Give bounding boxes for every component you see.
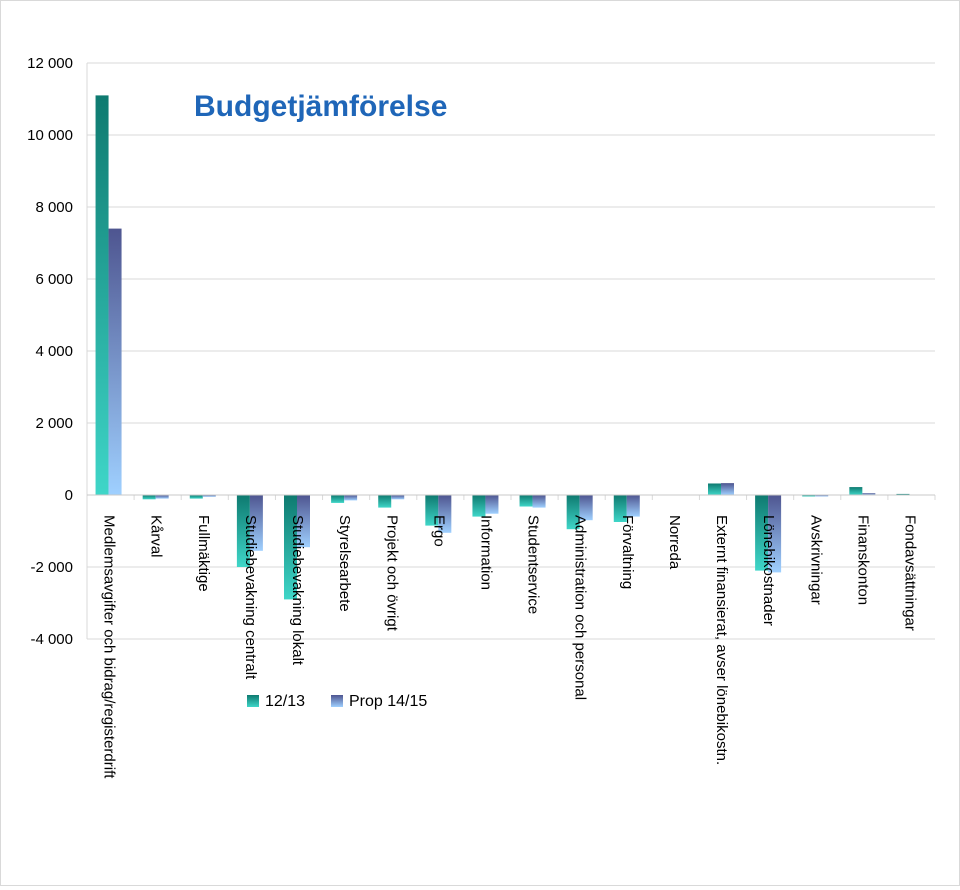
x-category-label: Information xyxy=(477,515,494,590)
bar-12-13 xyxy=(142,495,156,500)
x-category-label: Avskrivningar xyxy=(807,515,824,605)
legend-label-12-13: 12/13 xyxy=(265,693,305,710)
legend-swatch-12-13 xyxy=(247,695,259,707)
x-category-label: Administration och personal xyxy=(572,515,589,700)
y-tick-label: -2 000 xyxy=(30,559,73,576)
bar-prop-14-15 xyxy=(108,228,122,495)
bar-12-13 xyxy=(613,495,627,522)
x-category-label: Ergo xyxy=(430,515,447,547)
bar-12-13 xyxy=(425,495,439,526)
x-category-label: Kårval xyxy=(148,515,165,558)
legend-label-prop-14-15: Prop 14/15 xyxy=(349,693,427,710)
bar-12-13 xyxy=(708,483,721,495)
bar-prop-14-15 xyxy=(438,495,452,533)
x-category-label: Studiebevakning lokalt xyxy=(289,515,306,666)
bar-12-13 xyxy=(566,495,580,530)
bar-12-13 xyxy=(472,495,486,517)
y-tick-label: 12 000 xyxy=(27,55,73,72)
bar-prop-14-15 xyxy=(579,495,593,521)
y-tick-label: 0 xyxy=(65,487,73,504)
x-category-label: Lönebikostnader xyxy=(760,515,777,626)
y-axis: 12 000 10 000 8 000 6 000 4 000 2 000 0 -2 000 -… xyxy=(27,55,88,648)
bar-12-13 xyxy=(802,495,816,497)
x-category-label: Finanskonton xyxy=(854,515,871,605)
bar-prop-14-15 xyxy=(532,495,546,508)
x-category-label: Fullmäktige xyxy=(195,515,212,592)
x-category-label: Norreda xyxy=(666,515,683,570)
x-category-label: Styrelsearbete xyxy=(336,515,353,612)
bar-prop-14-15 xyxy=(344,495,358,501)
x-category-label: Medlemsavgifter och bidrag/registerdrift xyxy=(101,515,118,779)
y-tick-label: 2 000 xyxy=(35,415,73,432)
bar-prop-14-15 xyxy=(297,495,310,548)
bar-12-13 xyxy=(189,495,203,499)
x-axis: Medlemsavgifter och bidrag/registerdrift… xyxy=(86,494,936,779)
bar-12-13 xyxy=(95,95,109,496)
x-category-label: Externt finansierat, avser lönebikostn. xyxy=(713,515,730,765)
bar-prop-14-15 xyxy=(249,495,263,551)
bar-prop-14-15 xyxy=(768,495,782,573)
bar-12-13 xyxy=(331,495,345,503)
x-category-label: Förvaltning xyxy=(619,515,636,589)
bar-prop-14-15 xyxy=(815,495,829,497)
bar-prop-14-15 xyxy=(155,495,169,499)
x-category-label: Studentservice xyxy=(525,515,542,614)
y-tick-label: 4 000 xyxy=(35,343,73,360)
bar-prop-14-15 xyxy=(626,495,640,517)
x-category-label: Studiebevakning centralt xyxy=(242,515,259,680)
bars xyxy=(95,95,910,600)
bar-12-13 xyxy=(284,495,297,600)
bar-12-13 xyxy=(755,495,769,571)
chart-title: Budgetjämförelse xyxy=(194,90,447,123)
bar-prop-14-15 xyxy=(202,495,216,497)
y-tick-label: -4 000 xyxy=(30,631,73,648)
x-category-label: Projekt och övrigt xyxy=(383,515,400,632)
bar-prop-14-15 xyxy=(862,493,876,495)
bar-12-13 xyxy=(519,495,533,507)
legend: 12/13 Prop 14/15 xyxy=(247,693,427,710)
bar-12-13 xyxy=(378,495,392,508)
y-tick-label: 6 000 xyxy=(35,271,73,288)
y-tick-label: 10 000 xyxy=(27,127,73,144)
bar-12-13 xyxy=(236,495,250,567)
bar-prop-14-15 xyxy=(721,483,734,495)
bar-prop-14-15 xyxy=(391,495,405,500)
x-category-label: Fondavsättningar xyxy=(901,515,918,631)
bar-12-13 xyxy=(849,487,863,495)
legend-swatch-prop-14-15 xyxy=(331,695,343,707)
y-tick-label: 8 000 xyxy=(35,199,73,216)
bar-prop-14-15 xyxy=(485,495,499,514)
